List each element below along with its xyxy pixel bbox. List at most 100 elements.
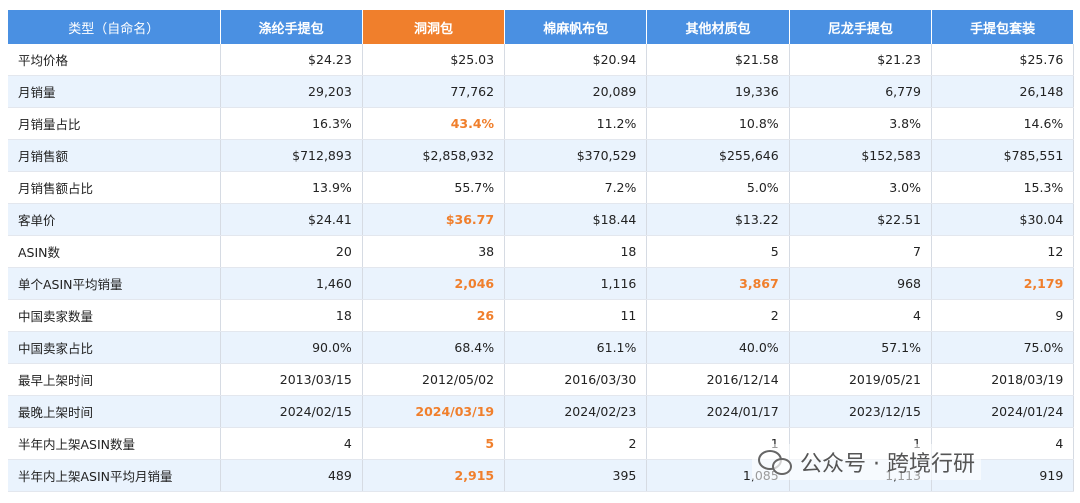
- table-cell: 2,046: [362, 267, 506, 300]
- table-cell: 2,179: [931, 267, 1075, 300]
- table-cell: $255,646: [646, 139, 790, 172]
- table-cell: 43.4%: [362, 107, 506, 140]
- table-row: 月销售额占比 13.9% 55.7% 7.2% 5.0% 3.0% 15.3%: [8, 171, 1075, 204]
- table-cell: 55.7%: [362, 171, 506, 204]
- table-cell: $20.94: [504, 44, 648, 76]
- table-cell: 3.0%: [789, 171, 932, 204]
- table-cell: $2,858,932: [362, 139, 506, 172]
- table-row: 最早上架时间 2013/03/15 2012/05/02 2016/03/30 2016…: [8, 363, 1075, 396]
- table-cell: 18: [220, 299, 363, 332]
- table-cell: 1,116: [504, 267, 648, 300]
- table-row: 月销售额 $712,893 $2,858,932 $370,529 $255,646 $1…: [8, 139, 1075, 172]
- table-cell: 968: [789, 267, 932, 300]
- table-cell: 26,148: [931, 75, 1075, 108]
- table-row: ASIN数 20 38 18 5 7 12: [8, 235, 1075, 268]
- table-cell: 13.9%: [220, 171, 363, 204]
- table-cell: 77,762: [362, 75, 506, 108]
- table-row: 月销量 29,203 77,762 20,089 19,336 6,779 26,148: [8, 75, 1075, 108]
- table-cell: 3,867: [646, 267, 790, 300]
- table-cell: 16.3%: [220, 107, 363, 140]
- table-cell: 2,915: [362, 459, 506, 492]
- table-cell: 14.6%: [931, 107, 1075, 140]
- table-cell: 4: [789, 299, 932, 332]
- table-cell: 10.8%: [646, 107, 790, 140]
- table-cell: $25.76: [931, 44, 1075, 76]
- table-cell: 489: [220, 459, 363, 492]
- table-cell: 18: [504, 235, 648, 268]
- row-label: 月销量占比: [8, 107, 221, 140]
- table-cell: 2023/12/15: [789, 395, 932, 428]
- table-cell: 2: [504, 427, 648, 460]
- table-cell: 2018/03/19: [931, 363, 1075, 396]
- row-label: 平均价格: [8, 44, 221, 76]
- table-cell: 7: [789, 235, 932, 268]
- table-cell: 15.3%: [931, 171, 1075, 204]
- table-cell: 7.2%: [504, 171, 648, 204]
- header-cell-canvas: 棉麻帆布包: [504, 10, 648, 44]
- table-cell: 5: [646, 235, 790, 268]
- table-cell: $30.04: [931, 203, 1075, 236]
- table-cell: 20: [220, 235, 363, 268]
- table-cell: 2016/12/14: [646, 363, 790, 396]
- data-table: 类型（自命名） 涤纶手提包 洞洞包 棉麻帆布包 其他材质包 尼龙手提包 手提包套…: [8, 10, 1075, 492]
- table-cell: $152,583: [789, 139, 932, 172]
- header-cell-type: 类型（自命名）: [8, 10, 221, 44]
- row-label: 月销售额占比: [8, 171, 221, 204]
- table-cell: 90.0%: [220, 331, 363, 364]
- table-container: 类型（自命名） 涤纶手提包 洞洞包 棉麻帆布包 其他材质包 尼龙手提包 手提包套…: [8, 10, 1075, 492]
- header-row: 类型（自命名） 涤纶手提包 洞洞包 棉麻帆布包 其他材质包 尼龙手提包 手提包套…: [8, 10, 1075, 44]
- table-cell: 9: [931, 299, 1075, 332]
- table-row: 客单价 $24.41 $36.77 $18.44 $13.22 $22.51 $30.04: [8, 203, 1075, 236]
- table-cell: 19,336: [646, 75, 790, 108]
- table-cell: 2024/03/19: [362, 395, 506, 428]
- table-cell: 11: [504, 299, 648, 332]
- table-cell: 38: [362, 235, 506, 268]
- header-cell-polyester: 涤纶手提包: [220, 10, 363, 44]
- table-cell: 75.0%: [931, 331, 1075, 364]
- table-cell: $712,893: [220, 139, 363, 172]
- row-label: 最早上架时间: [8, 363, 221, 396]
- table-cell: $785,551: [931, 139, 1075, 172]
- table-row: 平均价格 $24.23 $25.03 $20.94 $21.58 $21.23 $25.76: [8, 44, 1075, 76]
- table-cell: 6,779: [789, 75, 932, 108]
- row-label: 客单价: [8, 203, 221, 236]
- header-cell-other-material: 其他材质包: [646, 10, 790, 44]
- table-cell: $24.41: [220, 203, 363, 236]
- watermark-text: 公众号 · 跨境行研: [800, 452, 975, 477]
- table-row: 中国卖家数量 18 26 11 2 4 9: [8, 299, 1075, 332]
- table-row: 月销量占比 16.3% 43.4% 11.2% 10.8% 3.8% 14.6%: [8, 107, 1075, 140]
- table-cell: 12: [931, 235, 1075, 268]
- table-row: 中国卖家占比 90.0% 68.4% 61.1% 40.0% 57.1% 75.0%: [8, 331, 1075, 364]
- table-cell: 1,460: [220, 267, 363, 300]
- table-cell: 26: [362, 299, 506, 332]
- table-cell: 5: [362, 427, 506, 460]
- header-cell-hole-bag: 洞洞包: [362, 10, 506, 44]
- header-cell-nylon: 尼龙手提包: [789, 10, 932, 44]
- row-label: 中国卖家占比: [8, 331, 221, 364]
- table-cell: 20,089: [504, 75, 648, 108]
- table-cell: $21.23: [789, 44, 932, 76]
- table-cell: 2: [646, 299, 790, 332]
- table-cell: $21.58: [646, 44, 790, 76]
- table-cell: 61.1%: [504, 331, 648, 364]
- table-cell: 68.4%: [362, 331, 506, 364]
- table-cell: 2016/03/30: [504, 363, 648, 396]
- row-label: 月销售额: [8, 139, 221, 172]
- table-cell: 2019/05/21: [789, 363, 932, 396]
- table-row: 单个ASIN平均销量 1,460 2,046 1,116 3,867 968 2,179: [8, 267, 1075, 300]
- table-cell: $13.22: [646, 203, 790, 236]
- row-label: 半年内上架ASIN平均月销量: [8, 459, 221, 492]
- table-cell: 3.8%: [789, 107, 932, 140]
- table-cell: 4: [220, 427, 363, 460]
- table-cell: 57.1%: [789, 331, 932, 364]
- table-body: 平均价格 $24.23 $25.03 $20.94 $21.58 $21.23 $25.76…: [8, 44, 1075, 492]
- watermark: 公众号 · 跨境行研: [752, 444, 981, 480]
- table-cell: 2012/05/02: [362, 363, 506, 396]
- table-cell: 29,203: [220, 75, 363, 108]
- table-cell: 5.0%: [646, 171, 790, 204]
- table-cell: 2024/02/23: [504, 395, 648, 428]
- header-cell-set: 手提包套装: [931, 10, 1075, 44]
- table-cell: 2013/03/15: [220, 363, 363, 396]
- table-cell: 2024/01/17: [646, 395, 790, 428]
- table-cell: $25.03: [362, 44, 506, 76]
